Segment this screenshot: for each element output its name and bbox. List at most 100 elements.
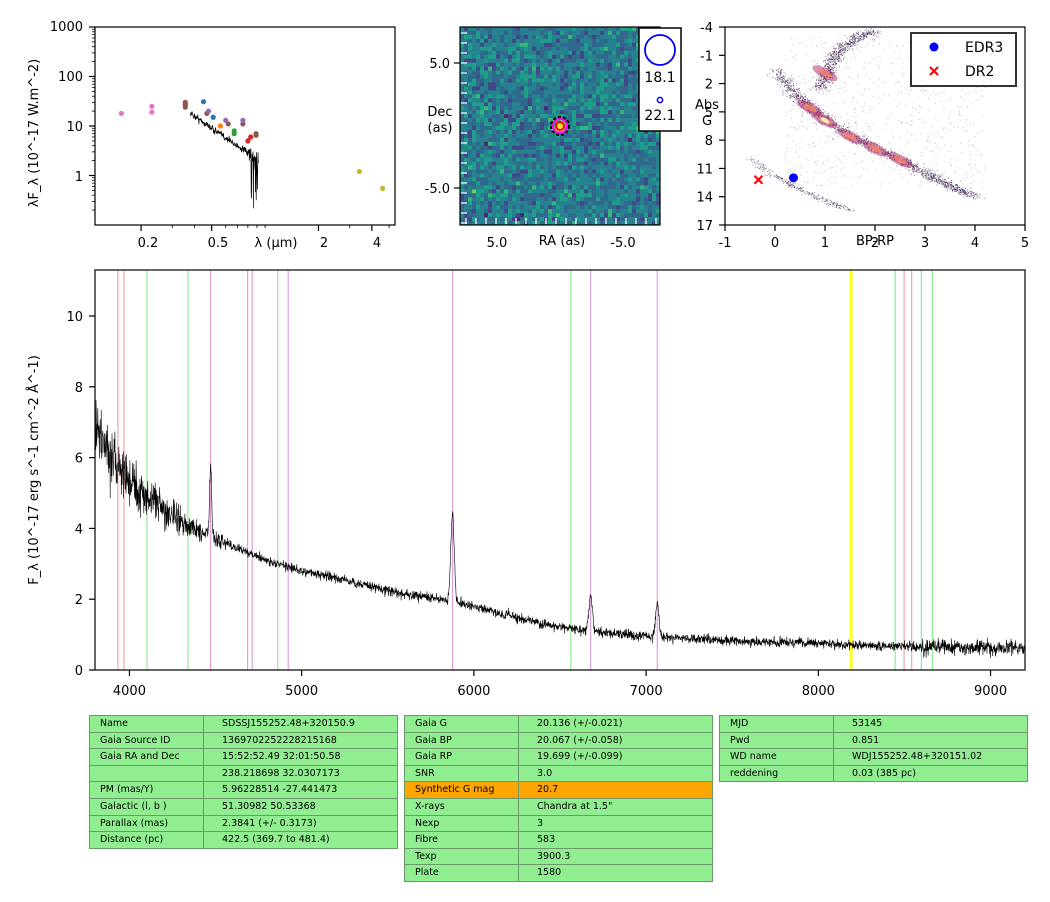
- hr-field-star: [906, 157, 908, 159]
- image-pixel: [460, 74, 465, 79]
- image-pixel: [468, 141, 473, 147]
- image-pixel: [592, 153, 597, 158]
- image-pixel: [556, 34, 561, 40]
- image-pixel: [524, 189, 529, 194]
- image-pixel: [524, 102, 529, 107]
- hr-field-star: [946, 185, 947, 187]
- image-pixel: [616, 126, 621, 131]
- hr-field-star: [925, 174, 927, 176]
- image-pixel: [628, 46, 633, 52]
- image-pixel: [564, 165, 569, 170]
- image-pixel: [468, 46, 473, 52]
- image-pixel: [552, 133, 557, 139]
- image-pixel: [556, 137, 561, 143]
- hr-field-star: [793, 126, 795, 128]
- hr-field-star: [834, 116, 836, 118]
- image-pixel: [632, 78, 637, 83]
- image-pixel: [604, 169, 609, 174]
- image-pixel: [552, 106, 557, 111]
- hr-field-star: [920, 171, 922, 173]
- hr-field-star: [797, 128, 799, 130]
- hr-field-star: [918, 169, 920, 171]
- hr-field-star: [921, 173, 922, 175]
- image-pixel: [512, 50, 517, 56]
- image-pixel: [584, 114, 589, 119]
- hr-field-star: [835, 165, 837, 167]
- image-pixel: [488, 133, 493, 139]
- image-pixel: [608, 137, 613, 143]
- image-pixel: [472, 173, 477, 178]
- image-pixel: [472, 137, 477, 143]
- hr-field-star: [855, 127, 857, 129]
- image-pixel: [612, 122, 617, 127]
- hr-field-star: [813, 178, 814, 179]
- image-pixel: [460, 197, 465, 202]
- image-pixel: [568, 114, 573, 119]
- image-pixel: [488, 193, 493, 198]
- image-pixel: [648, 173, 653, 178]
- hr-field-star: [958, 187, 960, 189]
- image-pixel: [648, 193, 653, 198]
- image-pixel: [636, 110, 641, 115]
- hr-field-star: [976, 149, 978, 151]
- hr-field-star: [788, 77, 790, 79]
- image-pixel: [516, 165, 521, 170]
- image-pixel: [476, 169, 481, 174]
- image-pixel: [568, 189, 573, 194]
- hr-field-star: [813, 145, 814, 147]
- image-pixel: [528, 209, 533, 214]
- hr-field-star: [786, 160, 788, 162]
- hr-field-star: [835, 52, 837, 54]
- image-pixel: [536, 42, 541, 48]
- image-pixel: [596, 86, 601, 91]
- hr-field-star: [789, 89, 791, 91]
- image-pixel: [484, 114, 489, 119]
- image-pixel: [572, 34, 577, 40]
- image-pixel: [632, 126, 637, 131]
- image-pixel: [520, 74, 525, 79]
- image-pixel: [604, 141, 609, 147]
- image-pixel: [580, 78, 585, 83]
- image-pixel: [460, 157, 465, 162]
- image-pixel: [560, 78, 565, 83]
- image-pixel: [628, 177, 633, 182]
- hr-field-star: [856, 83, 858, 85]
- hr-field-star: [798, 88, 800, 89]
- image-pixel: [584, 173, 589, 178]
- image-pixel: [532, 38, 537, 44]
- hr-field-star: [913, 168, 915, 170]
- image-pixel: [472, 177, 477, 182]
- hr-field-star: [969, 196, 971, 197]
- hr-field-star: [785, 92, 787, 94]
- image-pixel: [600, 90, 605, 95]
- image-pixel: [508, 122, 513, 127]
- image-pixel: [604, 126, 609, 131]
- hr-field-star: [923, 166, 925, 168]
- image-pixel: [476, 110, 481, 115]
- image-pixel: [580, 217, 585, 222]
- image-pixel: [644, 133, 649, 139]
- image-pixel: [480, 110, 485, 115]
- hr-field-star: [877, 63, 879, 65]
- hr-field-star: [942, 181, 943, 183]
- image-pixel: [644, 209, 649, 214]
- image-pixel: [564, 102, 569, 107]
- image-pixel: [548, 90, 553, 95]
- sed-point: [205, 108, 212, 114]
- hr-field-star: [834, 155, 836, 157]
- image-pixel: [580, 118, 585, 123]
- hr-field-star: [839, 44, 841, 45]
- image-pixel: [592, 193, 597, 198]
- image-pixel: [648, 209, 653, 214]
- image-pixel: [504, 42, 509, 48]
- hr-field-star: [967, 192, 969, 194]
- hr-field-star: [956, 186, 958, 188]
- image-pixel: [552, 82, 557, 87]
- hr-field-star: [981, 155, 982, 157]
- hr-field-star: [790, 126, 792, 128]
- image-pixel: [612, 141, 617, 147]
- image-pixel: [544, 137, 549, 143]
- image-pixel: [464, 34, 469, 40]
- hr-field-star: [930, 178, 932, 180]
- image-pixel: [516, 38, 521, 44]
